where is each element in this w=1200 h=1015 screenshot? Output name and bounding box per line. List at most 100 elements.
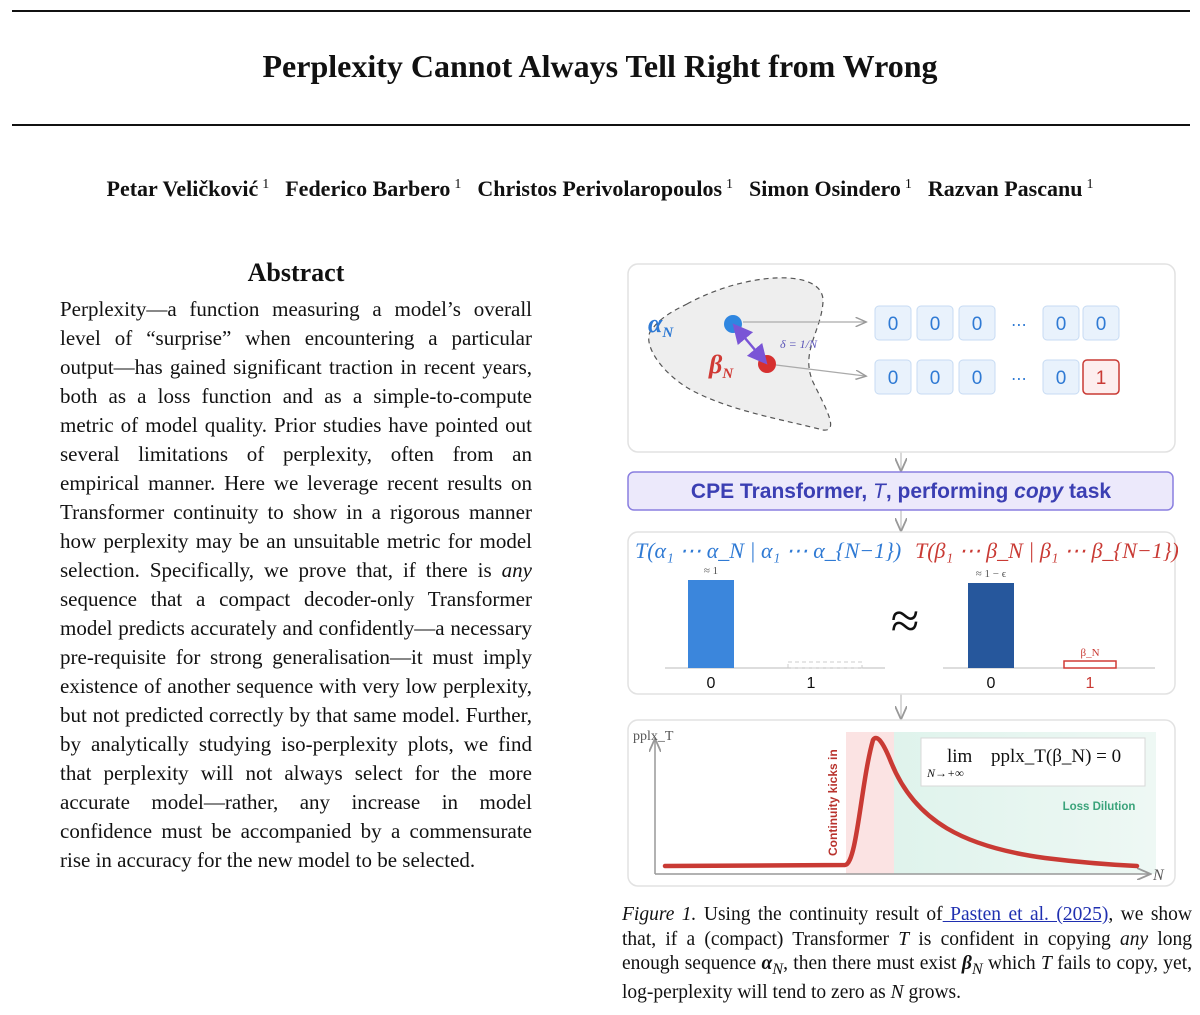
abstract-heading: Abstract [247, 258, 345, 287]
token-box [1042, 305, 1080, 341]
caption-var-t: T [898, 928, 910, 950]
bar-label-right_top_label: ≈ 1 − ϵ [976, 568, 1007, 580]
author-list: Petar Veličković 1 Federico Barbero 1 Christ… [0, 176, 1200, 202]
limit-expression: pplx_T(β_N) = 0 [991, 746, 1121, 767]
author-1: Petar Veličković 1 [107, 176, 270, 201]
delta-label: δ = 1/N [780, 337, 818, 351]
token-box [1082, 359, 1120, 395]
caption-emphasis-any: any [1119, 928, 1149, 950]
caption-var-n: N [890, 982, 904, 1004]
token-1-3: ⋯ [1011, 371, 1027, 388]
author-affiliation: 1 [262, 176, 270, 192]
beta-point [758, 355, 776, 373]
token-box [1042, 359, 1080, 395]
author-name: Petar Veličković [106, 176, 259, 201]
caption-sub-n: N [971, 959, 983, 978]
author-2: Federico Barbero 1 [285, 176, 461, 201]
token-0-1: 0 [930, 314, 941, 335]
caption-text-2: , we show that, if a (compact) Transform… [622, 904, 1192, 950]
abstract-text-part2: sequence that a compact decoder-only Tra… [60, 587, 532, 872]
sequence-panel: αN βN δ = 1/N 0 0 0 ⋯ 0 0 0 0 0 ⋯ 0 1 [627, 263, 1176, 453]
author-5: Razvan Pascanu 1 [928, 176, 1094, 201]
author-affiliation: 1 [904, 176, 912, 192]
approx-symbol: ≈ [891, 593, 920, 650]
caption-text-4: long enough sequence [622, 928, 1193, 975]
abstract-emphasis: any [501, 558, 532, 582]
token-0-4: 0 [1056, 314, 1067, 335]
token-0-5: 0 [1096, 314, 1107, 335]
figure-caption: Figure 1. Using the continuity result of… [622, 903, 1192, 1006]
bar-alpha-0 [688, 580, 734, 668]
token-0-2: 0 [972, 314, 983, 335]
limit-subscript: N→+∞ [926, 766, 964, 780]
bar-label-left_top_label: ≈ 1 [704, 565, 718, 577]
bar-beta-1 [1063, 660, 1117, 669]
author-affiliation: 1 [1086, 176, 1094, 192]
citation-link[interactable]: Pasten et al. (2025) [942, 904, 1109, 925]
limit-box [920, 737, 1146, 787]
author-4: Simon Osindero 1 [749, 176, 912, 201]
token-box [958, 359, 996, 395]
token-box [916, 305, 954, 341]
token-box [874, 359, 912, 395]
caption-var-t: T [1040, 953, 1052, 974]
caption-text-5: , then there must exist [783, 953, 962, 974]
caption-var-beta: β [961, 953, 972, 974]
perplexity-curve [662, 735, 1140, 869]
bar-label-small_bar_label: β_N [1080, 647, 1099, 659]
author-affiliation: 1 [726, 176, 734, 192]
prediction-panel: T(α₁ ⋯ α_N | α₁ ⋯ α_{N−1}) T(β₁ ⋯ β_N | … [627, 531, 1178, 695]
abstract-text-part1: Perplexity—a function measuring a model’… [60, 297, 532, 582]
alpha-prediction-expr: T(α₁ ⋯ α_N | α₁ ⋯ α_{N−1}) [635, 538, 901, 563]
caption-text-7: fails to copy, yet, log-perplexity will … [622, 953, 1193, 1004]
alpha-point [724, 315, 742, 333]
token-box [1082, 305, 1120, 341]
author-name: Razvan Pascanu [927, 176, 1083, 201]
caption-var-alpha: α [761, 953, 773, 974]
caption-text-1: Using the continuity result of [696, 904, 943, 925]
token-1-2: 0 [972, 368, 983, 389]
loss-dilution-label: Loss Dilution [1063, 801, 1136, 813]
author-name: Simon Osindero [749, 176, 901, 201]
token-box [874, 305, 912, 341]
transformer-box: CPE Transformer, T, performing copy task [627, 471, 1174, 511]
author-name: Christos Perivolaropoulos [477, 176, 723, 201]
caption-text-8: grows. [903, 982, 962, 1004]
transformer-label: CPE Transformer, T, performing copy task [691, 480, 1111, 503]
token-1-4: 0 [1056, 368, 1067, 389]
caption-text-3: is confident in copying [909, 928, 1120, 950]
bar-alpha-1 [787, 661, 863, 669]
title-underline-rule [12, 124, 1190, 126]
token-box [958, 305, 996, 341]
caption-text-6: which [982, 953, 1041, 974]
caption-label: Figure 1. [622, 904, 697, 925]
bar-x-label: 0 [707, 675, 716, 692]
paper-title: Perplexity Cannot Always Tell Right from… [262, 48, 938, 84]
beta-label: βN [708, 350, 734, 382]
y-axis-label: pplx_T [633, 729, 674, 744]
token-1-1: 0 [930, 368, 941, 389]
token-0-0: 0 [888, 314, 899, 335]
bar-x-label: 1 [1086, 675, 1095, 692]
beta-prediction-expr: T(β₁ ⋯ β_N | β₁ ⋯ β_{N−1}) [915, 538, 1178, 563]
figure-1: αN βN δ = 1/N 0 0 0 ⋯ 0 0 0 0 0 ⋯ 0 1 CPE Transform… [627, 263, 1178, 887]
top-rule [12, 10, 1190, 12]
token-box [916, 359, 954, 395]
author-name: Federico Barbero [285, 176, 451, 201]
bar-x-label: 0 [987, 675, 996, 692]
x-axis-label: N [1152, 867, 1165, 884]
author-3: Christos Perivolaropoulos 1 [477, 176, 733, 201]
token-1-5: 1 [1096, 368, 1107, 389]
continuity-label: Continuity kicks in [826, 749, 840, 856]
bar-x-label: 1 [807, 675, 816, 692]
bar-beta-0 [968, 583, 1014, 668]
author-affiliation: 1 [454, 176, 462, 192]
caption-sub-n: N [772, 959, 784, 978]
limit-lim: lim [947, 746, 973, 767]
abstract-body: Perplexity—a function measuring a model’… [60, 295, 532, 875]
token-0-3: ⋯ [1011, 317, 1027, 334]
alpha-label: αN [648, 309, 674, 341]
prediction-bars: ≈ 1 ≈ 1 − ϵ β_N 0 1 0 1 [665, 565, 1155, 692]
perplexity-panel: pplx_T N Continuity kicks in Loss Diluti… [627, 719, 1176, 887]
token-1-0: 0 [888, 368, 899, 389]
